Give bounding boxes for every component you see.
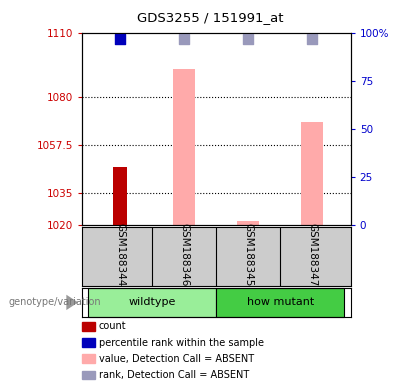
Text: how mutant: how mutant	[247, 297, 314, 308]
Bar	[173, 69, 195, 225]
Point	[245, 36, 252, 42]
Text: GSM188345: GSM188345	[243, 223, 253, 287]
Text: genotype/variation: genotype/variation	[8, 297, 101, 308]
Text: rank, Detection Call = ABSENT: rank, Detection Call = ABSENT	[99, 370, 249, 380]
Text: GDS3255 / 151991_at: GDS3255 / 151991_at	[137, 11, 283, 24]
Bar	[216, 288, 344, 317]
Bar	[113, 167, 127, 225]
Bar	[88, 288, 216, 317]
Point	[117, 36, 123, 42]
Text: GSM188347: GSM188347	[307, 223, 317, 287]
Point	[181, 36, 188, 42]
Text: value, Detection Call = ABSENT: value, Detection Call = ABSENT	[99, 354, 254, 364]
Text: GSM188346: GSM188346	[179, 223, 189, 287]
Text: percentile rank within the sample: percentile rank within the sample	[99, 338, 264, 348]
Text: GSM188344: GSM188344	[116, 223, 125, 287]
Polygon shape	[66, 295, 78, 310]
Text: count: count	[99, 321, 126, 331]
Text: wildtype: wildtype	[129, 297, 176, 308]
Bar	[301, 122, 323, 225]
Point	[309, 36, 316, 42]
Bar	[237, 222, 260, 225]
